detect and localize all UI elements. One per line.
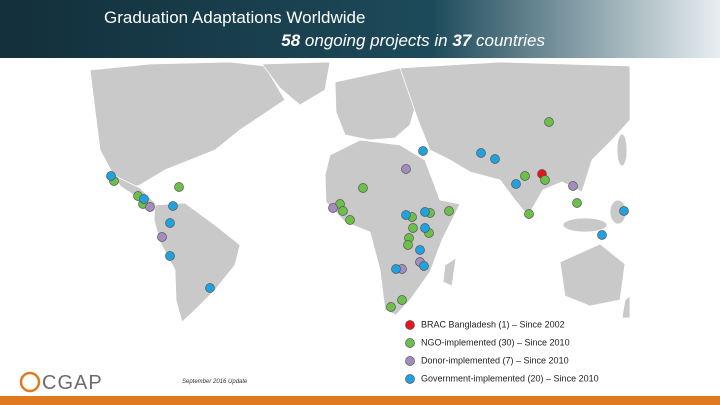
project-marker (391, 264, 401, 274)
footer-stripe (0, 396, 720, 405)
legend-label: BRAC Bangladesh (1) – Since 2002 (421, 319, 565, 329)
project-marker (420, 223, 430, 233)
project-marker (168, 201, 178, 211)
new-zealand (621, 295, 631, 319)
project-marker (157, 232, 167, 242)
project-marker (358, 183, 368, 193)
project-marker (328, 203, 338, 213)
project-marker (597, 230, 607, 240)
legend-marker (405, 356, 415, 366)
project-marker (408, 223, 418, 233)
project-marker (540, 175, 550, 185)
project-marker (420, 207, 430, 217)
subtitle-end: countries (476, 31, 545, 50)
australia (559, 243, 626, 307)
project-marker (145, 202, 155, 212)
subtitle-countries: 37 (452, 31, 472, 50)
project-marker (401, 164, 411, 174)
project-marker (386, 302, 396, 312)
project-marker (490, 154, 500, 164)
madagascar (442, 257, 457, 287)
world-map (89, 61, 631, 323)
project-marker (572, 198, 582, 208)
project-marker (403, 240, 413, 250)
project-marker (520, 171, 530, 181)
legend-marker (405, 338, 415, 348)
project-marker (106, 171, 116, 181)
south-america (153, 202, 241, 323)
project-marker (401, 210, 411, 220)
project-marker (568, 181, 578, 191)
title: Graduation Adaptations Worldwide (104, 8, 365, 27)
legend-label: Donor-implemented (7) – Since 2010 (421, 355, 569, 365)
update-note: September 2016 Update (182, 379, 248, 385)
subtitle: 58 ongoing projects in 37 countries (281, 31, 545, 50)
project-marker (338, 206, 348, 216)
project-marker (418, 146, 428, 156)
project-marker (165, 251, 175, 261)
project-marker (415, 245, 425, 255)
project-marker (524, 209, 534, 219)
subtitle-middle: ongoing projects in (305, 31, 448, 50)
header-band (0, 0, 720, 58)
project-marker (139, 194, 149, 204)
project-marker (174, 182, 184, 192)
legend-marker (405, 374, 415, 384)
project-marker (444, 206, 454, 216)
project-marker (205, 283, 215, 293)
project-marker (419, 261, 429, 271)
subtitle-projects: 58 (281, 31, 300, 50)
legend-marker (405, 320, 415, 330)
legend-label: Government-implemented (20) – Since 2010 (421, 373, 599, 383)
project-marker (544, 117, 554, 127)
project-marker (511, 179, 521, 189)
project-marker (397, 295, 407, 305)
legend-label: NGO-implemented (30) – Since 2010 (421, 337, 570, 347)
logo-mark (19, 371, 41, 393)
project-markers (106, 117, 629, 312)
project-marker (345, 215, 355, 225)
greenland (261, 61, 331, 106)
japan (616, 133, 628, 167)
project-marker (476, 148, 486, 158)
project-marker (165, 218, 175, 228)
legend: BRAC Bangladesh (1) – Since 2002 NGO-impl… (405, 319, 599, 384)
logo: CGAP (42, 372, 103, 394)
asia (399, 61, 631, 217)
islands (562, 217, 608, 233)
africa (324, 139, 461, 316)
north-america (89, 61, 286, 191)
project-marker (619, 206, 629, 216)
